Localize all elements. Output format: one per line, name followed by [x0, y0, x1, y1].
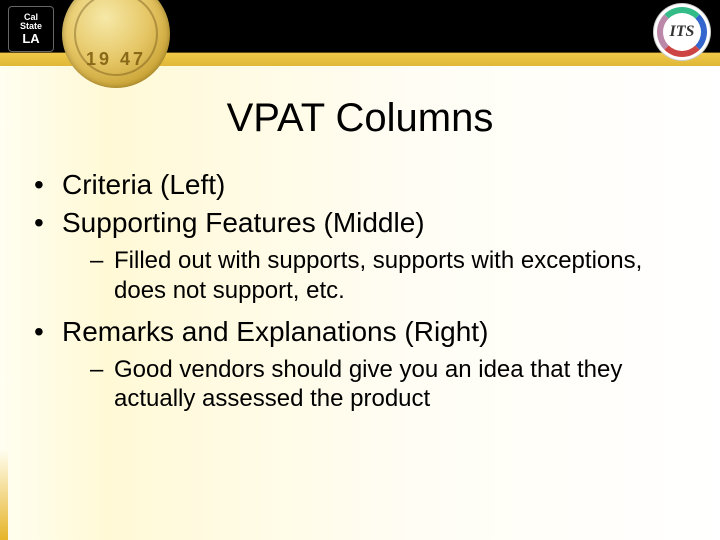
bullet-dash-icon: –	[90, 355, 114, 414]
bullet-dot-icon: •	[34, 206, 62, 240]
seal-year: 19 47	[86, 49, 146, 70]
university-seal-icon: 19 47	[62, 0, 170, 88]
corner-accent	[0, 450, 8, 540]
bullet-level2: – Filled out with supports, supports wit…	[90, 246, 680, 305]
bullet-text: Remarks and Explanations (Right)	[62, 315, 680, 349]
slide-title: VPAT Columns	[0, 96, 720, 141]
bullet-dash-icon: –	[90, 246, 114, 305]
bullet-text: Good vendors should give you an idea tha…	[114, 355, 680, 414]
its-logo-label: ITS	[670, 23, 695, 41]
bullet-dot-icon: •	[34, 168, 62, 202]
slide-content: • Criteria (Left) • Supporting Features …	[34, 168, 680, 424]
bullet-level1: • Remarks and Explanations (Right)	[34, 315, 680, 349]
bullet-text: Supporting Features (Middle)	[62, 206, 680, 240]
bullet-text: Criteria (Left)	[62, 168, 680, 202]
bullet-level2: – Good vendors should give you an idea t…	[90, 355, 680, 414]
header-band: 19 47 Cal State LA ITS	[0, 0, 720, 66]
bullet-level1: • Supporting Features (Middle)	[34, 206, 680, 240]
csula-logo-icon: Cal State LA	[8, 6, 54, 52]
slide: 19 47 Cal State LA ITS VPAT Columns • Cr…	[0, 0, 720, 540]
bullet-dot-icon: •	[34, 315, 62, 349]
bullet-text: Filled out with supports, supports with …	[114, 246, 680, 305]
bullet-level1: • Criteria (Left)	[34, 168, 680, 202]
csula-logo-line: LA	[22, 32, 39, 46]
its-logo-icon: ITS	[654, 4, 710, 60]
